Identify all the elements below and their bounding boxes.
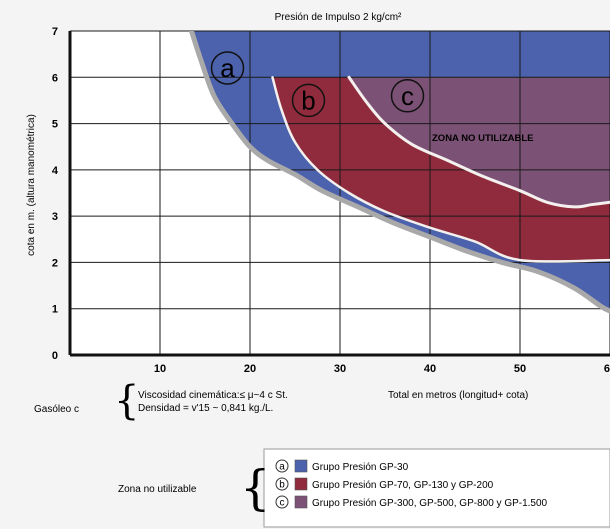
- x-axis-label: Total en metros (longitud+ cota): [388, 390, 528, 401]
- boundary-curve-b: [271, 76, 610, 263]
- legend-marker-circle: [275, 477, 289, 491]
- marker-letter: c: [401, 81, 414, 111]
- y-tick-label: 0: [52, 350, 58, 362]
- region-marker-a: a: [210, 51, 245, 85]
- legend-item: c Grupo Presión GP-300, GP-500, GP-800 y …: [275, 495, 548, 509]
- legend: Zona no utilizable { a Grupo Presión GP-3…: [118, 448, 610, 528]
- legend-items: a Grupo Presión GP-30 b Grupo Presión GP-70…: [275, 459, 548, 509]
- marker-circle: [291, 83, 326, 118]
- marker-letter: a: [220, 53, 235, 83]
- legend-item: b Grupo Presión GP-70, GP-130 y GP-200: [275, 477, 494, 491]
- marker-letter: b: [301, 85, 315, 115]
- legend-box: [263, 448, 610, 528]
- region-marker-c: c: [390, 79, 425, 113]
- y-tick-label: 4: [52, 165, 59, 177]
- boundary-curves: [189, 31, 610, 314]
- x-tick-label: 50: [514, 363, 526, 375]
- legend-label: Grupo Presión GP-70, GP-130 y GP-200: [312, 480, 494, 491]
- x-tick-label: 20: [244, 363, 256, 375]
- legend-brace: {: [240, 460, 271, 516]
- fluid-note: Gasóleo c { Viscosidad cinemática:≤ μ~4 …: [34, 378, 288, 424]
- x-tick-label: 30: [334, 363, 346, 375]
- legend-caption: Zona no utilizable: [118, 484, 197, 495]
- region-markers: a b c: [210, 51, 425, 118]
- y-tick-label: 5: [52, 119, 58, 131]
- legend-marker-letter: a: [279, 462, 285, 473]
- fluid-brace: {: [114, 378, 139, 424]
- region-marker-b: b: [291, 83, 326, 118]
- y-tick-label: 1: [52, 304, 58, 316]
- fluid-density: Densidad = v'15 ~ 0,841 kg./L.: [138, 403, 273, 414]
- legend-swatch: [294, 477, 308, 491]
- y-tick-labels: 0 1 2 3 4 5 6 7: [52, 26, 59, 362]
- x-tick-labels: 10 20 30 40 50 60: [154, 363, 610, 375]
- y-axis-label: cota en m. (altura manométrica): [26, 114, 37, 256]
- y-tick-label: 7: [52, 26, 58, 38]
- legend-marker-letter: b: [279, 480, 285, 491]
- legend-swatch: [294, 459, 308, 473]
- y-tick-label: 6: [52, 72, 58, 84]
- legend-marker-circle: [275, 495, 289, 509]
- legend-marker-letter: c: [280, 498, 285, 509]
- x-tick-label: 10: [154, 363, 166, 375]
- x-tick-label: 60: [604, 363, 610, 375]
- boundary-curve-c: [347, 75, 610, 209]
- x-tick-label: 40: [424, 363, 436, 375]
- marker-circle: [210, 51, 245, 85]
- fluid-viscosity: Viscosidad cinemática:≤ μ~4 c St.: [138, 390, 288, 401]
- fluid-name: Gasóleo c: [34, 404, 79, 415]
- legend-label: Grupo Presión GP-30: [312, 462, 409, 473]
- grid: [70, 30, 610, 355]
- legend-swatch: [294, 495, 308, 509]
- zone-annotation: ZONA NO UTILIZABLE: [432, 133, 534, 144]
- marker-circle: [390, 79, 425, 113]
- legend-marker-circle: [275, 459, 289, 473]
- legend-item: a Grupo Presión GP-30: [275, 459, 409, 473]
- chart-title: Presión de Impulso 2 kg/cm²: [275, 12, 402, 23]
- legend-label: Grupo Presión GP-300, GP-500, GP-800 y G…: [312, 498, 548, 509]
- boundary-curve-a: [189, 31, 610, 314]
- y-tick-label: 2: [52, 257, 58, 269]
- y-tick-label: 3: [52, 211, 58, 223]
